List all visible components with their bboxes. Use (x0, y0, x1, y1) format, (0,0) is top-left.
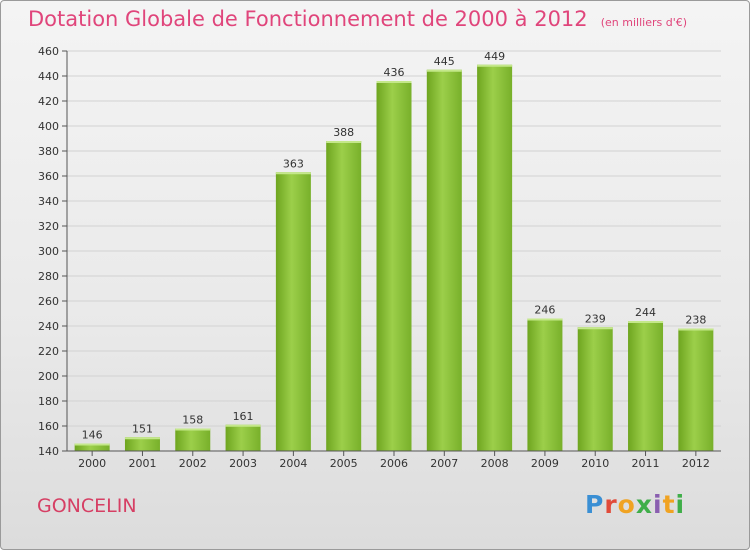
y-tick-label: 180 (38, 395, 59, 408)
x-axis: 2000 2001 2002 2003 2004 2005 2006 2007 2008 2009… (67, 450, 721, 470)
data-label: 146 (82, 429, 103, 442)
bar-cap (175, 428, 211, 431)
bar-cap (426, 69, 462, 72)
bar-cap (326, 141, 362, 143)
y-tick-label: 320 (38, 220, 59, 233)
y-tick-label: 140 (38, 445, 59, 458)
bar (527, 318, 563, 451)
data-label: 151 (132, 422, 153, 435)
bar (376, 81, 412, 451)
y-tick-label: 400 (38, 120, 59, 133)
data-label: 436 (384, 66, 405, 79)
x-tick-label: 2010 (581, 457, 609, 470)
y-tick-label: 300 (38, 245, 59, 258)
y-tick-label: 260 (38, 295, 59, 308)
commune-name: GONCELIN (37, 495, 137, 517)
data-label: 244 (635, 306, 656, 319)
data-label: 388 (333, 126, 354, 139)
bar-cap (678, 328, 714, 331)
x-tick-label: 2012 (682, 457, 710, 470)
logo-letter-i2: i (675, 490, 686, 519)
logo-letter-r: r (604, 490, 618, 519)
x-tick-label: 2002 (179, 457, 207, 470)
bar-cap (376, 81, 412, 83)
y-tick-label: 420 (38, 95, 59, 108)
bar-cap (527, 318, 563, 321)
bar (477, 64, 513, 451)
bar-cap (124, 437, 160, 440)
y-tick-label: 340 (38, 195, 59, 208)
x-tick-label: 2008 (481, 457, 509, 470)
x-tick-label: 2009 (531, 457, 559, 470)
bar (74, 443, 110, 451)
bar (577, 327, 613, 451)
x-tick-label: 2011 (632, 457, 660, 470)
logo-letter-i: i (653, 490, 663, 519)
bar-cap (74, 443, 110, 446)
x-tick-label: 2007 (430, 457, 458, 470)
bar (628, 321, 664, 451)
bars: 146 151 158 161 363 388 436 445 449 246 239 244 238 (74, 50, 714, 451)
y-tick-label: 380 (38, 145, 59, 158)
bar-cap (628, 321, 664, 323)
bar (678, 328, 714, 451)
x-tick-label: 2004 (279, 457, 307, 470)
data-label: 449 (484, 50, 505, 63)
data-label: 161 (233, 410, 254, 423)
y-tick-label: 200 (38, 370, 59, 383)
data-label: 238 (685, 314, 706, 327)
y-tick-label: 460 (38, 45, 59, 58)
bar (124, 437, 160, 451)
logo-letter-o: o (617, 490, 636, 519)
y-tick-label: 360 (38, 170, 59, 183)
bar (175, 428, 211, 451)
title-row: Dotation Globale de Fonctionnement de 20… (28, 7, 687, 31)
logo-letter-x: x (635, 490, 653, 519)
y-axis: 140 160 180 200 220 240 260 280 300 320 340 360 380 4… (38, 45, 68, 458)
data-label: 158 (182, 414, 203, 427)
data-label: 363 (283, 157, 304, 170)
bar-cap (225, 424, 261, 427)
data-label: 239 (585, 312, 606, 325)
chart-unit: (en milliers d'€) (600, 16, 688, 29)
bar-cap (275, 172, 311, 175)
logo-letter-t: t (662, 490, 676, 519)
logo-letter-p: P (585, 490, 605, 519)
chart-title: Dotation Globale de Fonctionnement de 20… (28, 7, 588, 31)
data-label: 246 (534, 304, 555, 317)
x-tick-label: 2003 (229, 457, 257, 470)
bar-cap (577, 327, 613, 330)
data-label: 445 (434, 55, 455, 68)
y-tick-label: 240 (38, 320, 59, 333)
y-tick-label: 280 (38, 270, 59, 283)
proxiti-logo: Proxiti (585, 490, 685, 519)
x-tick-label: 2000 (78, 457, 106, 470)
bar-cap (477, 64, 513, 67)
bar (326, 141, 362, 451)
y-tick-label: 220 (38, 345, 59, 358)
bar (275, 172, 311, 451)
y-tick-label: 440 (38, 70, 59, 83)
x-tick-label: 2001 (128, 457, 156, 470)
x-tick-label: 2006 (380, 457, 408, 470)
bar (225, 424, 261, 451)
y-tick-label: 160 (38, 420, 59, 433)
bar (426, 69, 462, 451)
x-tick-label: 2005 (330, 457, 358, 470)
